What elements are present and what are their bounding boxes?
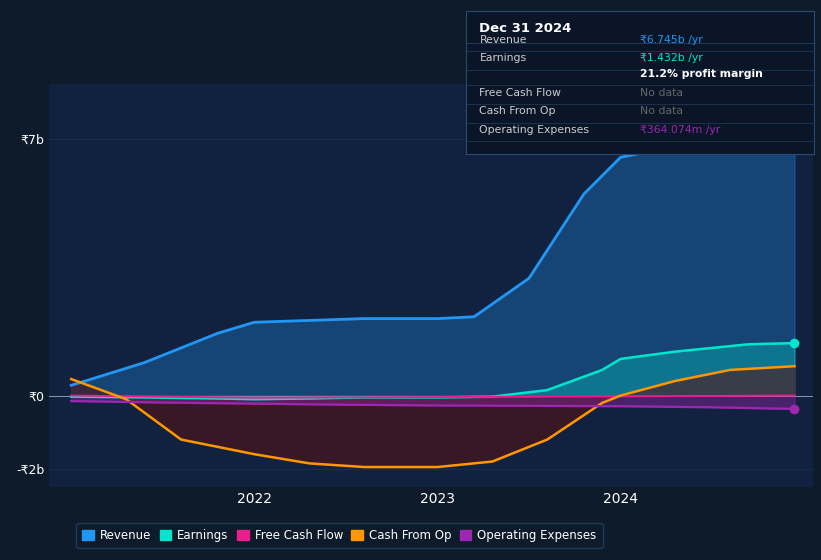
Legend: Revenue, Earnings, Free Cash Flow, Cash From Op, Operating Expenses: Revenue, Earnings, Free Cash Flow, Cash … [76,523,603,548]
Text: Earnings: Earnings [479,53,526,63]
Text: 21.2% profit margin: 21.2% profit margin [640,69,763,79]
Text: Free Cash Flow: Free Cash Flow [479,87,562,97]
Text: ₹1.432b /yr: ₹1.432b /yr [640,53,703,63]
Text: Operating Expenses: Operating Expenses [479,125,589,135]
Text: Cash From Op: Cash From Op [479,106,556,116]
Text: ₹6.745b /yr: ₹6.745b /yr [640,35,703,45]
Text: Dec 31 2024: Dec 31 2024 [479,22,572,35]
Text: Revenue: Revenue [479,35,527,45]
Text: No data: No data [640,87,683,97]
Text: ₹364.074m /yr: ₹364.074m /yr [640,125,720,135]
Text: No data: No data [640,106,683,116]
